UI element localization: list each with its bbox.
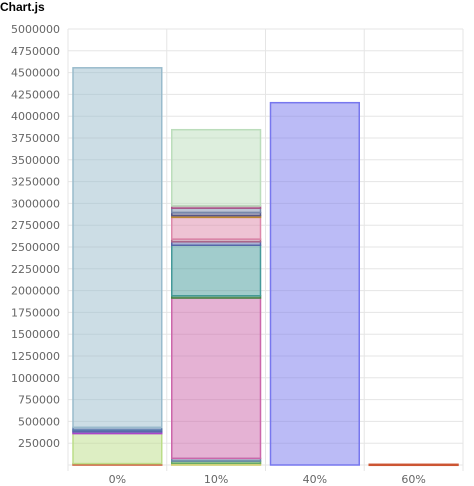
x-tick-label: 10% xyxy=(204,473,228,486)
y-tick-label: 1500000 xyxy=(11,328,60,341)
bar-segment[interactable] xyxy=(368,463,459,467)
x-tick-label: 40% xyxy=(303,473,327,486)
bar-segment[interactable] xyxy=(171,128,262,207)
y-tick-label: 4500000 xyxy=(11,67,60,80)
y-tick-label: 4000000 xyxy=(11,110,60,123)
chart-title: Chart.js xyxy=(0,0,45,14)
x-tick-label: 60% xyxy=(401,473,425,486)
y-tick-label: 250000 xyxy=(18,437,60,450)
y-tick-label: 2500000 xyxy=(11,241,60,254)
y-tick-label: 4250000 xyxy=(11,88,60,101)
y-tick-label: 5000000 xyxy=(11,23,60,36)
y-tick-label: 1250000 xyxy=(11,350,60,363)
y-tick-label: 1000000 xyxy=(11,372,60,385)
y-tick-label: 750000 xyxy=(18,394,60,407)
bar-segment[interactable] xyxy=(72,67,163,429)
bar-segment[interactable] xyxy=(171,297,262,460)
y-tick-label: 3000000 xyxy=(11,197,60,210)
y-axis-ticks: 250000 500000 750000 1000000 1250000 1500000 1… xyxy=(11,23,60,450)
bar-segment[interactable] xyxy=(171,216,262,240)
bar-segment[interactable] xyxy=(171,244,262,297)
bars xyxy=(72,67,459,467)
y-tick-label: 2250000 xyxy=(11,263,60,276)
x-axis-ticks: 0% 10% 40% 60% xyxy=(109,473,426,486)
y-tick-label: 500000 xyxy=(18,415,60,428)
y-tick-label: 2750000 xyxy=(11,219,60,232)
bar-segment[interactable] xyxy=(269,101,360,466)
bar-segment[interactable] xyxy=(72,432,163,465)
y-tick-label: 1750000 xyxy=(11,306,60,319)
y-tick-label: 3500000 xyxy=(11,154,60,167)
y-tick-label: 3750000 xyxy=(11,132,60,145)
y-tick-label: 4750000 xyxy=(11,45,60,58)
y-tick-label: 2000000 xyxy=(11,285,60,298)
y-tick-label: 3250000 xyxy=(11,176,60,189)
x-tick-label: 0% xyxy=(109,473,126,486)
